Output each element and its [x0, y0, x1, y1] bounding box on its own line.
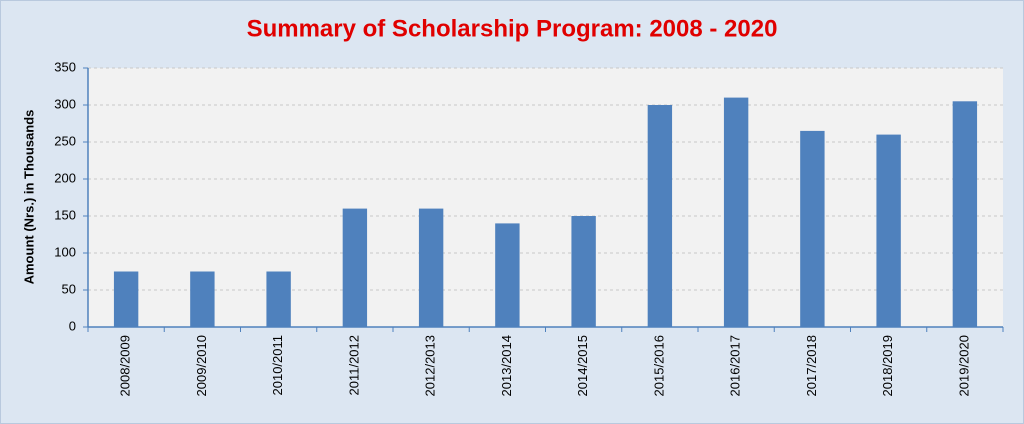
bar	[342, 208, 368, 327]
bar	[647, 105, 673, 327]
y-tick-label: 100	[54, 244, 76, 259]
y-tick-label: 50	[62, 281, 76, 296]
y-tick-label: 0	[69, 318, 76, 333]
x-tick-label: 2014/2015	[575, 335, 590, 396]
chart-title: Summary of Scholarship Program: 2008 - 2…	[247, 15, 778, 42]
x-tick-label: 2015/2016	[651, 335, 666, 396]
x-tick-label: 2017/2018	[804, 335, 819, 396]
bar	[723, 97, 749, 327]
bar	[495, 223, 520, 327]
y-tick-label: 350	[54, 59, 76, 74]
x-tick-label: 2013/2014	[499, 335, 514, 396]
bar	[800, 130, 825, 327]
x-tick-label: 2018/2019	[880, 335, 895, 396]
y-tick-label: 300	[54, 96, 76, 111]
x-tick-label: 2008/2009	[118, 335, 133, 396]
y-tick-label: 250	[54, 133, 76, 148]
bar	[571, 216, 596, 327]
x-tick-label: 2010/2011	[270, 335, 285, 396]
bar	[113, 271, 139, 327]
x-tick-label: 2009/2010	[194, 335, 209, 396]
plot-area	[88, 68, 1003, 327]
x-tick-label: 2011/2012	[346, 335, 361, 396]
bar	[952, 101, 978, 327]
x-tick-label: 2016/2017	[728, 335, 743, 396]
bar	[876, 134, 901, 327]
x-tick-label: 2019/2020	[956, 335, 971, 396]
bar	[418, 208, 444, 327]
x-tick-label: 2012/2013	[423, 335, 438, 396]
bar	[190, 271, 215, 327]
y-tick-label: 200	[54, 170, 76, 185]
y-axis-title: Amount (Nrs.) in Thousands	[21, 110, 36, 285]
y-tick-label: 150	[54, 207, 76, 222]
bar	[266, 271, 291, 327]
